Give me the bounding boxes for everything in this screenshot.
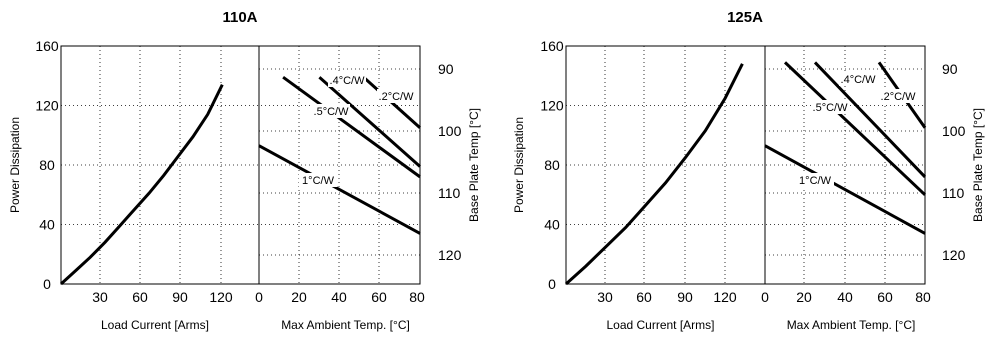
chart-2-xlabel-right: Max Ambient Temp. [°C] — [787, 318, 916, 332]
chart-2-ytick-label: 0 — [548, 276, 556, 292]
chart-1-series-label: .5°C/W — [314, 106, 350, 118]
chart-1-ytick-label: 40 — [39, 217, 55, 233]
chart-1-ylabel: Power Dissipation — [8, 117, 22, 213]
chart-2-ytick-label-right: 110 — [942, 185, 965, 201]
chart-1-xlabel-right: Max Ambient Temp. [°C] — [281, 318, 410, 332]
chart-1-annotation-bg — [377, 89, 415, 103]
chart-2-xtick-label-right: 20 — [796, 289, 812, 305]
chart-2-ytick-label: 160 — [540, 38, 564, 54]
chart-1-series-label: .2°C/W — [379, 91, 415, 103]
chart-2-ytick-label-right: 120 — [942, 247, 966, 263]
chart-2-xtick-label: 90 — [677, 289, 693, 305]
chart-1-xtick-label-right: 60 — [371, 289, 387, 305]
chart-2-ylabel-right: Base Plate Temp [°C] — [971, 108, 985, 222]
chart-1-xlabel: Load Current [Arms] — [101, 318, 209, 332]
chart-1-ytick-label-right: 110 — [438, 185, 461, 201]
chart-1-ytick-label: 80 — [39, 157, 55, 173]
chart-2-ylabel: Power Dissipation — [512, 117, 526, 213]
chart-1-xtick-label: 90 — [172, 289, 188, 305]
chart-1-annotation-bg — [328, 73, 366, 87]
chart-1-xtick-label: 120 — [209, 289, 233, 305]
chart-1-ytick-label: 160 — [35, 38, 59, 54]
chart-1-xtick-label-right: 20 — [291, 289, 307, 305]
chart-1-series-line-rth — [318, 76, 421, 168]
chart-2-series-line-rth — [783, 61, 927, 196]
chart-2-xtick-label: 60 — [636, 289, 652, 305]
chart-2-series-line-rth — [813, 61, 927, 178]
chart-2-series-label: .5°C/W — [813, 102, 849, 114]
chart-2-annotation-bg — [879, 89, 917, 103]
chart-1-title: 110A — [222, 9, 257, 26]
chart-1-plot-frame — [60, 45, 421, 285]
chart-1-annotation-bg — [299, 173, 337, 187]
chart-1-ytick-label-right: 100 — [438, 123, 462, 139]
chart-2-ytick-label-right: 90 — [942, 61, 958, 77]
chart-1-xtick-label: 30 — [92, 289, 108, 305]
chart-1-ytick-label: 0 — [43, 276, 51, 292]
chart-1-series-label: .4°C/W — [330, 75, 366, 87]
chart-2-xtick-label-right: 80 — [915, 289, 931, 305]
chart-1-ytick-label-right: 120 — [438, 247, 462, 263]
chart-1-series-label: 1°C/W — [302, 175, 335, 187]
chart-2-series-line-rth — [764, 144, 926, 235]
chart-2-xtick-label-right: 60 — [877, 289, 893, 305]
chart-2-ytick-label: 40 — [544, 217, 560, 233]
chart-2-series-line-load — [564, 63, 744, 286]
chart-1-annotation-bg — [312, 104, 350, 118]
chart-2-title: 125A — [727, 9, 763, 26]
chart-1-ytick-label: 120 — [35, 98, 59, 114]
chart-2-series-label: .2°C/W — [881, 91, 917, 103]
chart-1-series-line-rth — [258, 144, 421, 235]
chart-1-xtick-label: 60 — [132, 289, 148, 305]
chart-2-annotation-bg — [811, 100, 849, 114]
chart-2-annotation-bg — [796, 173, 834, 187]
chart-1-xtick-label-right: 40 — [331, 289, 347, 305]
chart-1-ylabel-right: Base Plate Temp [°C] — [467, 108, 481, 222]
chart-1-series-line-load — [59, 84, 224, 286]
chart-2-xtick-label: 120 — [713, 289, 737, 305]
chart-2-ytick-label: 120 — [540, 98, 564, 114]
chart-2-ytick-label-right: 100 — [942, 123, 966, 139]
chart-2-xtick-label: 30 — [597, 289, 613, 305]
chart-1-series-line-rth — [282, 75, 421, 179]
chart-2-ytick-label: 80 — [544, 157, 560, 173]
chart-2-series-label: 1°C/W — [799, 175, 832, 187]
chart-1-xtick-label-right: 0 — [255, 289, 263, 305]
chart-2-xlabel: Load Current [Arms] — [606, 318, 714, 332]
chart-2-plot-frame — [565, 45, 926, 285]
chart-1-ytick-label-right: 90 — [438, 61, 454, 77]
chart-2-annotation-bg — [839, 72, 877, 86]
chart-2-xtick-label-right: 0 — [761, 289, 769, 305]
chart-1-xtick-label-right: 80 — [409, 289, 425, 305]
chart-2-series-label: .4°C/W — [841, 74, 877, 86]
chart-2-xtick-label-right: 40 — [837, 289, 853, 305]
